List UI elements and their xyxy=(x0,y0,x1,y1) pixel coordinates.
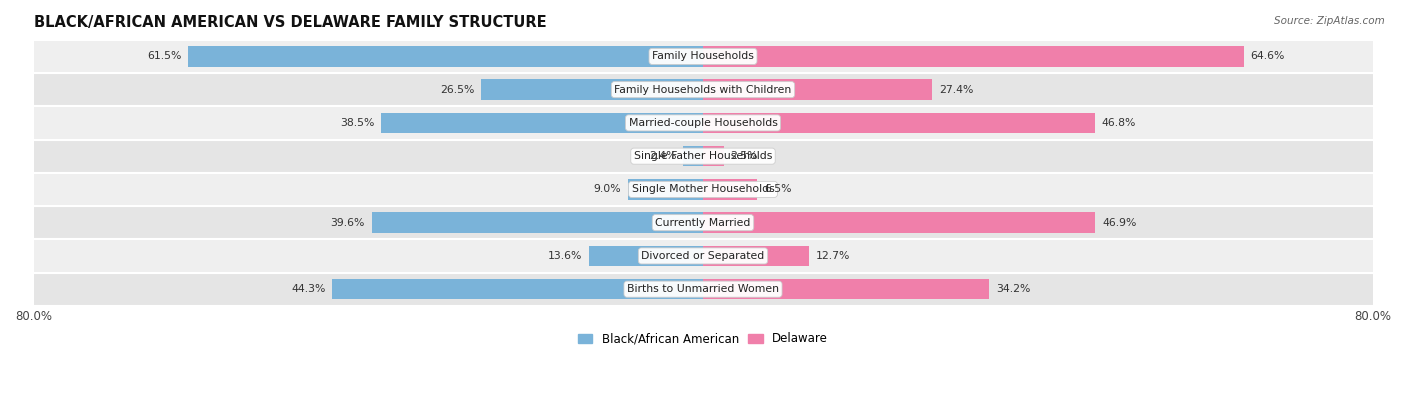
Bar xyxy=(34,273,1372,306)
Bar xyxy=(703,113,1095,133)
Text: Family Households with Children: Family Households with Children xyxy=(614,85,792,95)
Text: 46.8%: 46.8% xyxy=(1101,118,1136,128)
Bar xyxy=(703,246,810,266)
Text: Married-couple Households: Married-couple Households xyxy=(628,118,778,128)
Text: 39.6%: 39.6% xyxy=(330,218,366,228)
Text: 9.0%: 9.0% xyxy=(593,184,621,194)
Text: Births to Unmarried Women: Births to Unmarried Women xyxy=(627,284,779,294)
Bar xyxy=(188,46,703,67)
Bar xyxy=(703,213,1095,233)
Text: Single Father Households: Single Father Households xyxy=(634,151,772,161)
Bar xyxy=(371,213,703,233)
Text: 34.2%: 34.2% xyxy=(995,284,1031,294)
Text: Currently Married: Currently Married xyxy=(655,218,751,228)
Text: Family Households: Family Households xyxy=(652,51,754,61)
Bar xyxy=(703,79,932,100)
Text: 61.5%: 61.5% xyxy=(148,51,181,61)
Bar xyxy=(34,139,1372,173)
Legend: Black/African American, Delaware: Black/African American, Delaware xyxy=(574,327,832,350)
Bar xyxy=(703,146,724,166)
Text: 44.3%: 44.3% xyxy=(291,284,326,294)
Text: Divorced or Separated: Divorced or Separated xyxy=(641,251,765,261)
Bar xyxy=(381,113,703,133)
Bar xyxy=(589,246,703,266)
Bar xyxy=(703,179,758,200)
Text: BLACK/AFRICAN AMERICAN VS DELAWARE FAMILY STRUCTURE: BLACK/AFRICAN AMERICAN VS DELAWARE FAMIL… xyxy=(34,15,546,30)
Text: 26.5%: 26.5% xyxy=(440,85,475,95)
Text: 2.5%: 2.5% xyxy=(731,151,758,161)
Bar xyxy=(34,206,1372,239)
Text: 13.6%: 13.6% xyxy=(548,251,582,261)
Bar xyxy=(627,179,703,200)
Bar xyxy=(703,279,990,299)
Text: 2.4%: 2.4% xyxy=(648,151,676,161)
Text: 64.6%: 64.6% xyxy=(1250,51,1285,61)
Text: 12.7%: 12.7% xyxy=(815,251,851,261)
Bar xyxy=(34,173,1372,206)
Bar xyxy=(34,40,1372,73)
Bar xyxy=(703,46,1244,67)
Text: 38.5%: 38.5% xyxy=(340,118,374,128)
Bar xyxy=(34,106,1372,139)
Text: 27.4%: 27.4% xyxy=(939,85,973,95)
Bar xyxy=(683,146,703,166)
Bar xyxy=(481,79,703,100)
Text: 46.9%: 46.9% xyxy=(1102,218,1136,228)
Text: Single Mother Households: Single Mother Households xyxy=(631,184,775,194)
Text: 6.5%: 6.5% xyxy=(763,184,792,194)
Bar xyxy=(34,73,1372,106)
Bar xyxy=(332,279,703,299)
Text: Source: ZipAtlas.com: Source: ZipAtlas.com xyxy=(1274,16,1385,26)
Bar xyxy=(34,239,1372,273)
